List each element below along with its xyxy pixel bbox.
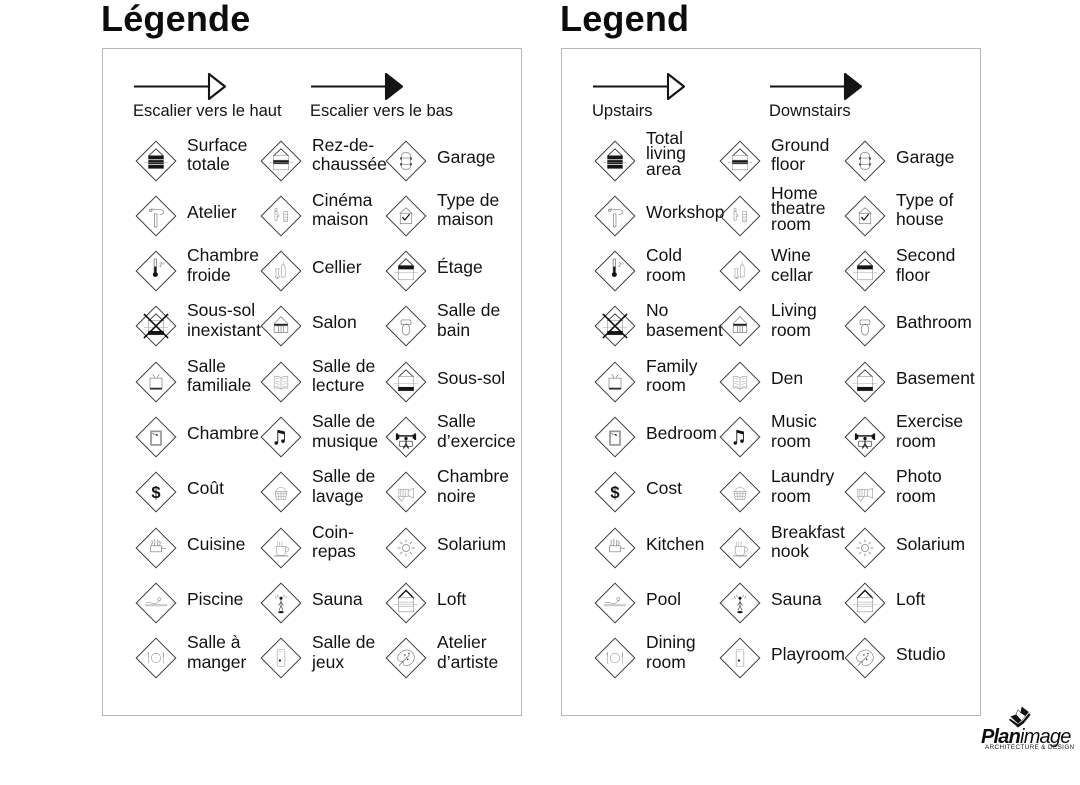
svg-text:$: $ [151, 484, 160, 502]
svg-text:$: $ [610, 484, 619, 502]
svg-text:2°: 2° [159, 263, 164, 269]
svg-text:2°: 2° [618, 263, 623, 269]
